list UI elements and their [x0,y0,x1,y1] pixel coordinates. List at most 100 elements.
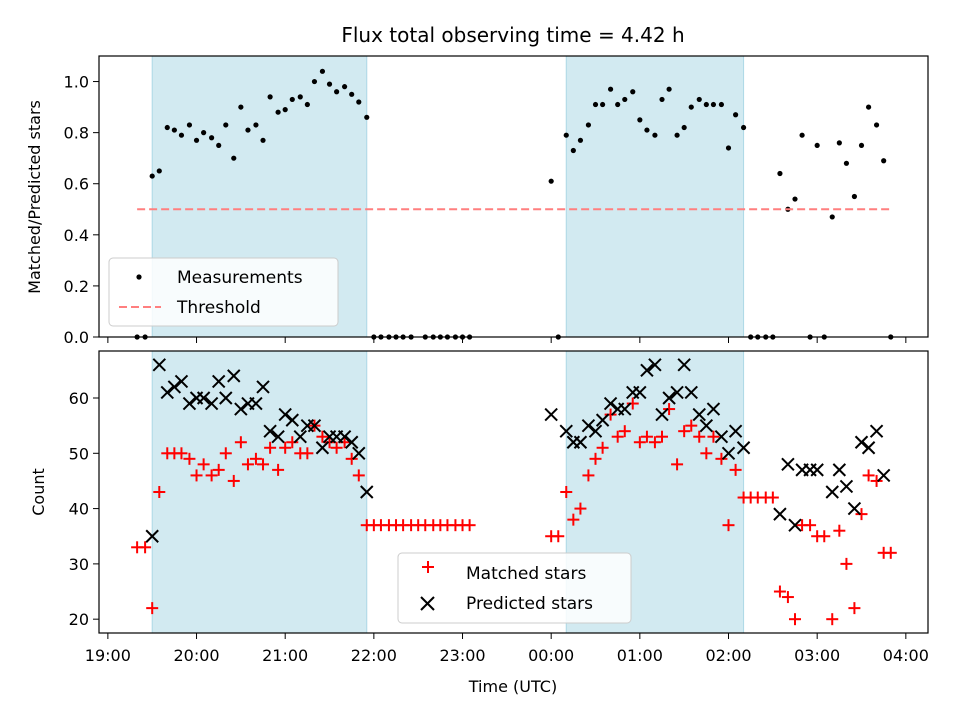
matched-stars-point [183,452,196,465]
matched-stars-point [190,469,203,482]
measurements-point [297,94,303,100]
measurements-point [592,101,599,108]
predicted-stars-point [256,380,270,394]
measurements-point [600,101,606,108]
predicted-stars-point [337,429,352,444]
measurements-point [304,101,310,108]
matched-stars-point [773,585,786,598]
matched-stars-point [862,469,875,482]
y-tick-label: 20 [69,610,89,629]
matched-stars-point [197,458,210,471]
matched-stars-point [707,430,720,443]
x-tick-label: 03:00 [794,646,840,665]
predicted-stars-point [832,463,847,477]
matched-stars-point [611,430,624,443]
measurements-point [201,130,207,136]
matched-stars-point [715,452,728,465]
matched-stars-point [212,463,225,476]
matched-stars-point [870,474,883,487]
y-tick-label: 0.2 [64,277,89,296]
y-tick-label: 30 [69,555,89,574]
matched-stars-point [139,541,152,554]
measurements-point [858,142,865,149]
matched-stars-point [685,419,698,432]
matched-stars-point [205,469,218,482]
ratio-legend: Measurements Threshold [108,257,339,327]
y-tick-label: 50 [69,444,89,463]
matched-stars-point [640,430,653,443]
predicted-stars-point [307,418,322,433]
matched-stars-point [552,530,565,543]
ratio-panel: 0.0 0.2 0.4 0.6 0.8 1.0 Matched/Predicted sta… [25,55,929,347]
predicted-stars-point [160,385,174,400]
measurements-point [851,193,858,200]
matched-stars-point [789,613,802,626]
predicted-stars-point [271,429,285,444]
measurements-point [231,155,237,161]
matched-stars-point [589,452,602,465]
measurements-point [630,89,636,95]
shaded-interval-1 [151,350,368,634]
predicted-stars-point [234,402,248,416]
measurements-point [725,145,732,151]
measurements-point [799,132,805,138]
measurements-point [326,81,333,87]
predicted-stars-point [278,407,292,422]
matched-stars-point [648,436,661,449]
measurements-point [186,122,193,128]
matched-stars-point [257,458,270,471]
measurements-point [829,214,835,220]
measurements-point [245,127,251,133]
measurements-point [733,112,739,118]
y-tick-label: 40 [69,500,89,519]
chart-title: Flux total observing time = 4.42 h [341,23,684,47]
measurements-point [260,137,266,143]
measurements-point [688,104,694,110]
measurements-point [319,68,326,74]
predicted-stars-point [249,396,263,411]
measurements-point [334,89,340,95]
matched-stars-point [323,436,336,449]
measurements-point [238,104,244,110]
matched-stars-point [582,469,595,482]
matched-stars-point [301,447,314,460]
count-panel: 20 30 40 50 60 19:00 20:00 21:00 22:00 23:00 00:0… [29,350,929,696]
matched-stars-point [345,452,358,465]
matched-stars-point [272,463,285,476]
y-tick-label: 1.0 [64,73,89,92]
measurements-point [341,84,348,90]
predicted-stars-point [781,457,795,472]
measurements-point [577,137,584,143]
matched-stars-point [833,524,846,537]
predicted-stars-point [839,479,854,494]
measurements-point [209,135,215,141]
matched-stars-point [574,502,587,515]
measurements-point [696,96,702,103]
measurements-point [710,101,717,108]
matched-stars-point [249,452,262,465]
predicted-stars-point [196,391,211,405]
measurements-point [563,132,569,138]
predicted-stars-point [648,358,662,372]
matched-stars-point [700,447,713,460]
measurements-point [570,147,576,154]
predicted-stars-point [788,518,802,532]
measurements-point [349,91,355,97]
matched-stars-point [241,458,254,471]
predicted-stars-point [211,374,226,389]
measurements-point [637,117,643,123]
legend-threshold-label: Threshold [176,298,261,318]
measurements-point [164,124,170,131]
count-legend: Matched stars Predicted stars [397,552,632,624]
measurements-point [364,114,370,120]
measurements-point [311,78,318,85]
predicted-stars-point [152,358,166,372]
measurements-point [865,104,872,110]
matched-stars-point [693,430,706,443]
measurements-point [814,142,820,149]
x-tick-label: 19:00 [85,646,131,665]
predicted-stars-point [219,391,233,405]
x-tick-label: 02:00 [705,646,751,665]
predicted-stars-point [145,529,159,543]
